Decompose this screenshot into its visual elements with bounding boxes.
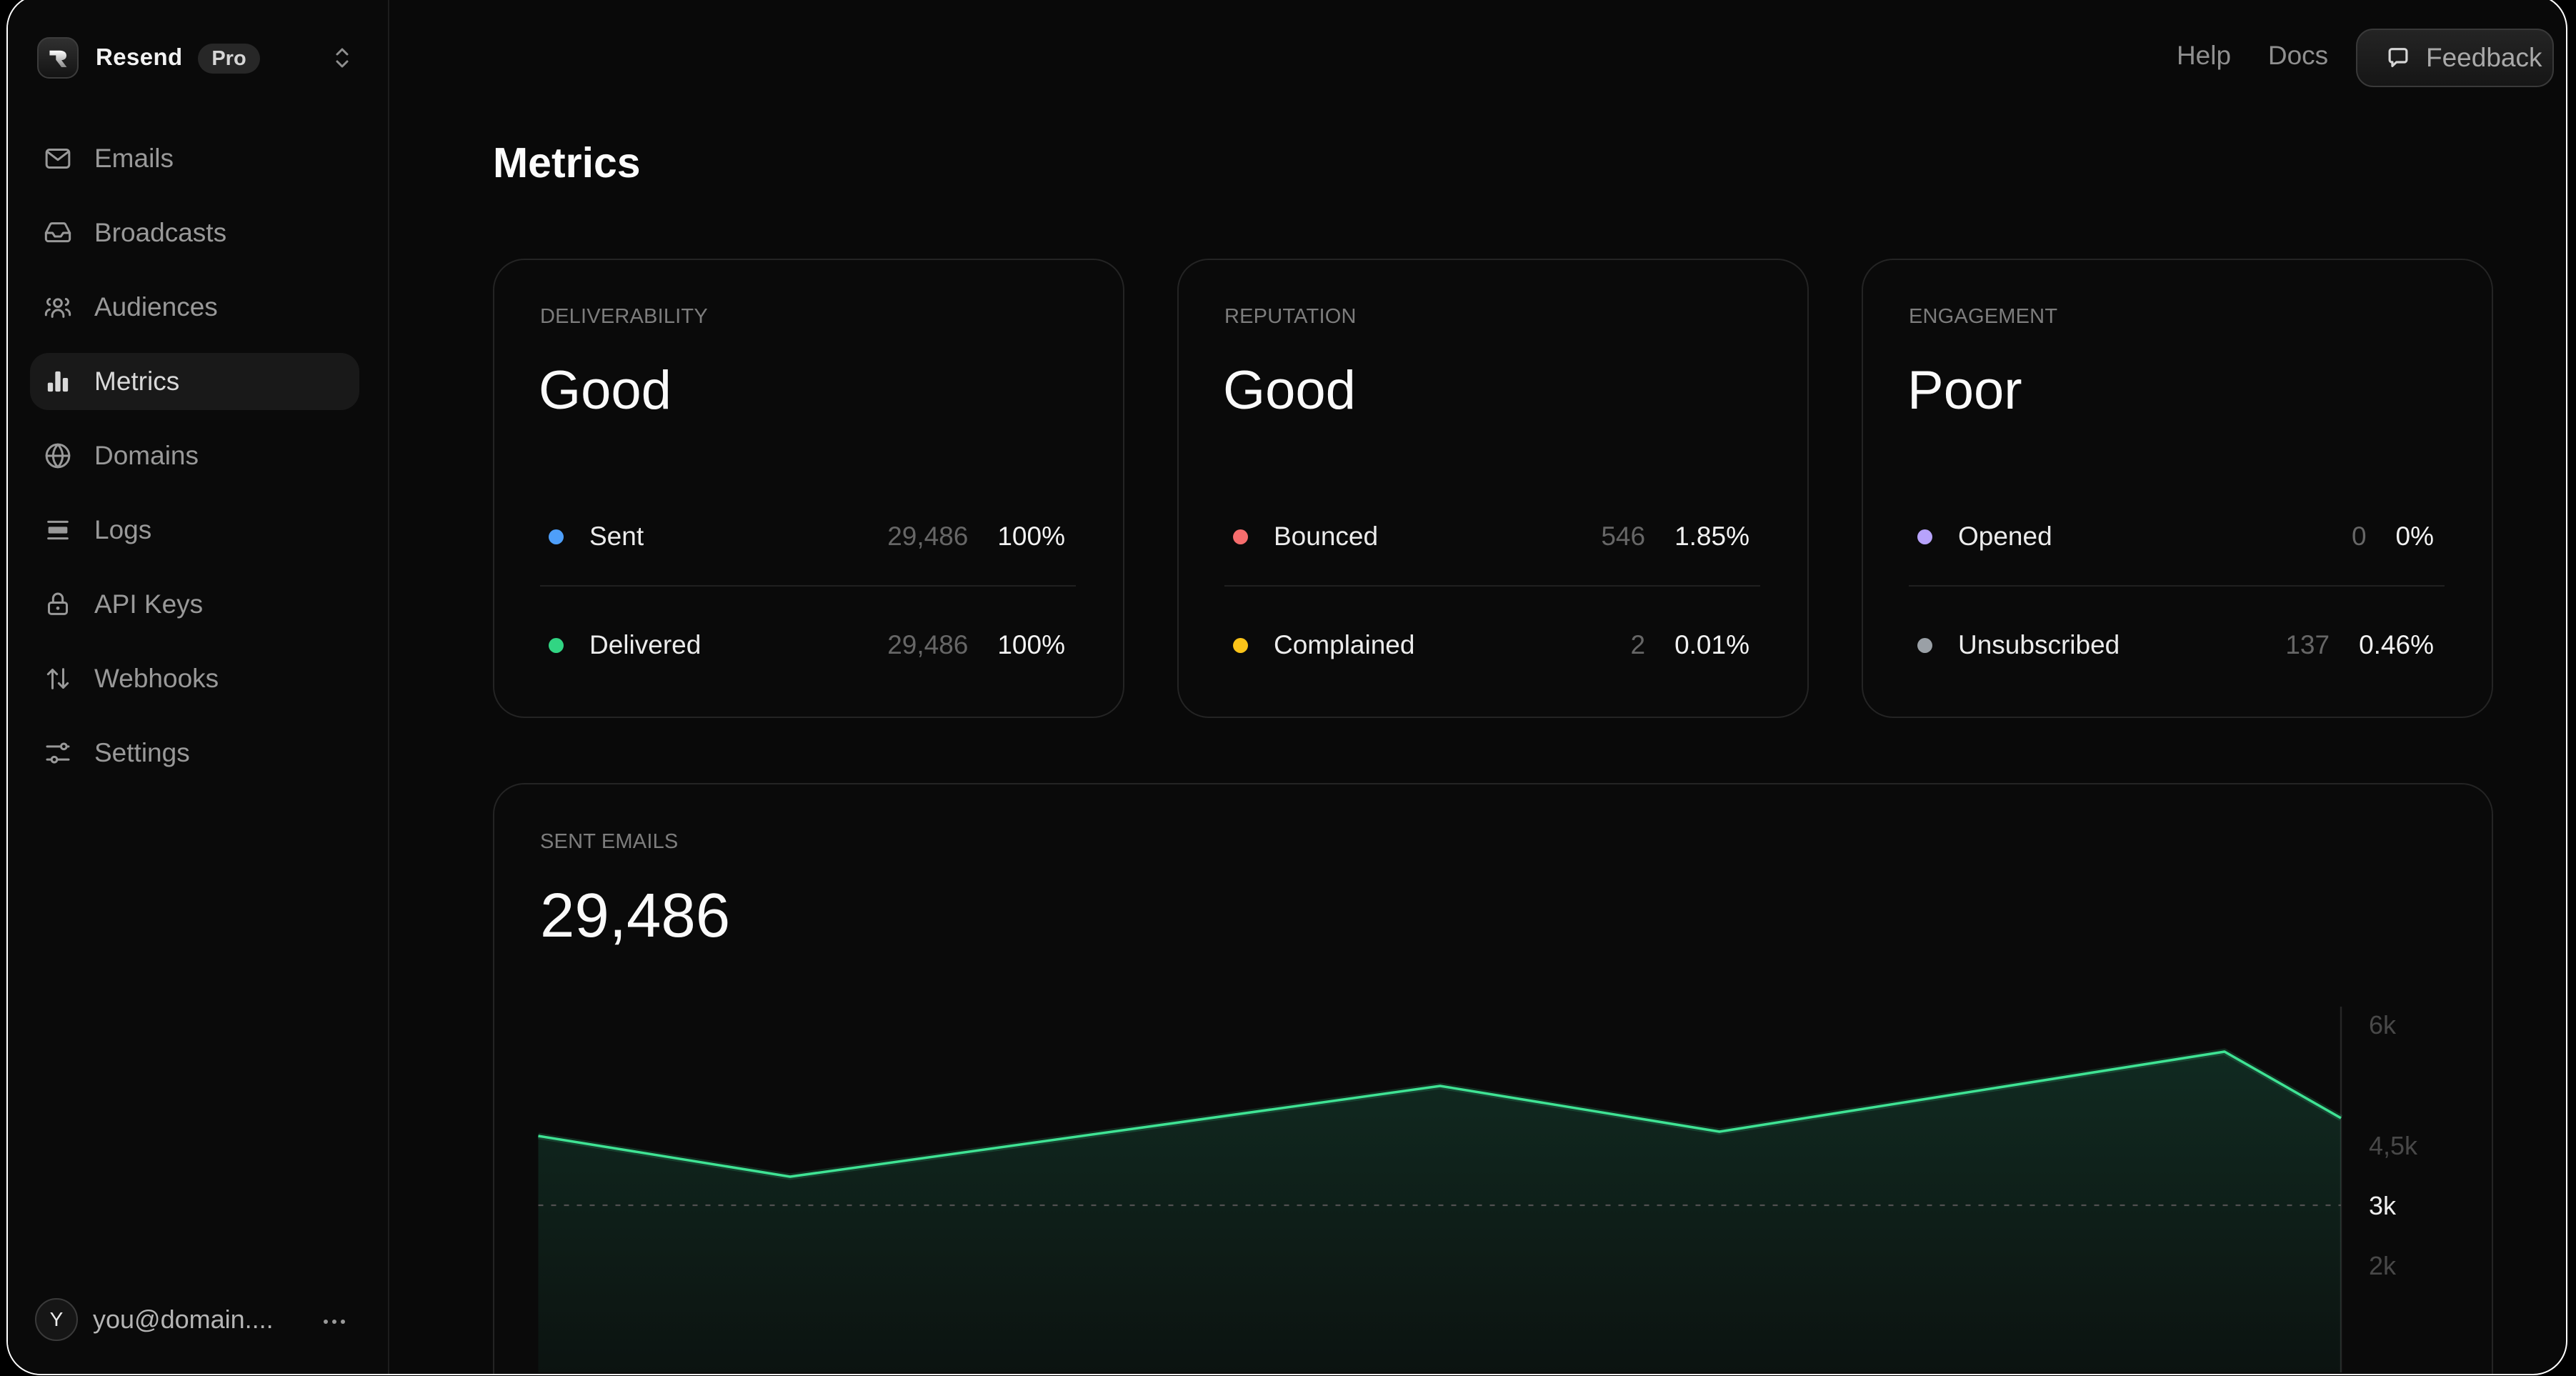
svg-text:2k: 2k: [2369, 1251, 2397, 1280]
svg-text:3k: 3k: [2369, 1191, 2397, 1220]
svg-text:6k: 6k: [2369, 1010, 2397, 1040]
svg-text:4,5k: 4,5k: [2369, 1131, 2418, 1160]
